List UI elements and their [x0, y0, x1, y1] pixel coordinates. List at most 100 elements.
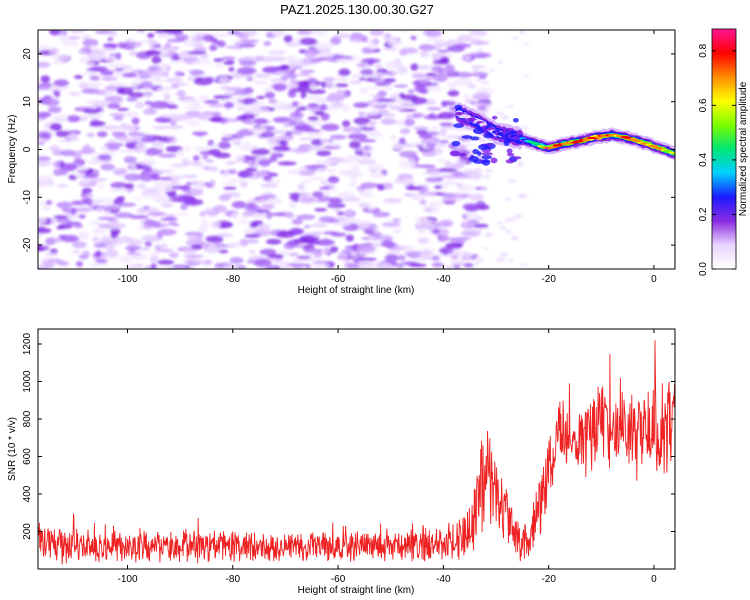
- spectrogram-cell: [396, 119, 405, 127]
- y-tick-label: 1200: [22, 332, 33, 355]
- spectrogram-cell: [328, 142, 342, 147]
- spectrogram-cell: [49, 123, 62, 131]
- spectrogram-cell: [54, 260, 67, 265]
- spectrogram-cell: [38, 182, 44, 189]
- spectrogram-cell: [52, 114, 68, 123]
- spectrogram-cell: [334, 221, 351, 227]
- spectrogram-cell: [392, 228, 403, 234]
- spectrogram-cell: [322, 159, 338, 163]
- spectrogram-cell: [157, 62, 170, 70]
- spectrogram-cell: [169, 180, 180, 184]
- spectrogram-cell: [119, 149, 137, 154]
- spectrogram-cell: [38, 263, 46, 269]
- spectrogram-cell: [103, 204, 122, 210]
- spectrogram-cell: [222, 61, 235, 65]
- spectrogram-cell: [199, 150, 218, 156]
- spectrogram-cell: [451, 194, 467, 200]
- spectrogram-cell: [100, 145, 109, 151]
- spectrogram-cell: [263, 175, 272, 182]
- spectrogram-cell: [408, 193, 422, 197]
- snr-panel: -100 -80 -60 -40 -20 0 200 400 600 800 1000 1200 H…: [7, 328, 676, 596]
- spectrogram-cell: [389, 134, 396, 141]
- spectrogram-cell: [327, 92, 346, 101]
- spectrogram-cell: [102, 165, 111, 170]
- spectrogram-cell: [95, 259, 108, 264]
- spectrogram-cell: [473, 176, 480, 180]
- spectrogram-cell: [231, 212, 239, 220]
- spectrogram-cell: [105, 144, 120, 151]
- spectrogram-cell: [170, 121, 177, 126]
- spectrogram-cell: [250, 148, 271, 156]
- spectrogram-cell: [107, 37, 114, 42]
- spectrogram-cell: [296, 255, 312, 260]
- spectrogram-cell: [93, 89, 107, 96]
- spectrogram-cell: [68, 92, 81, 96]
- spectrogram-cell: [436, 159, 450, 163]
- spectrogram-cell: [242, 141, 252, 146]
- spectrogram-cell: [81, 187, 93, 194]
- spectrogram-cell: [114, 72, 125, 77]
- spectrogram-cell: [196, 133, 204, 137]
- spectrogram-cell: [147, 107, 154, 111]
- spectrogram-cell: [283, 121, 291, 128]
- spectrogram-cell: [311, 262, 330, 269]
- spectrogram-cell: [89, 263, 109, 267]
- spectrogram-cell: [130, 164, 137, 172]
- spectrogram-cell: [259, 248, 277, 256]
- spectrogram-cell: [163, 30, 183, 34]
- spectrogram-cell: [82, 250, 91, 257]
- spectrogram-cell: [101, 76, 118, 82]
- spectrogram-cell: [420, 171, 431, 175]
- spectrogram-cell: [69, 30, 86, 34]
- spectrogram-cell: [359, 191, 374, 198]
- spectrogram-cell: [426, 142, 436, 148]
- spectrogram-cell: [92, 236, 100, 244]
- spectrogram-cell: [431, 52, 444, 59]
- spectrogram-cell: [499, 252, 509, 257]
- spectrogram-cell: [312, 191, 324, 198]
- spectrogram-cell: [121, 138, 136, 143]
- spectrogram-cell: [224, 101, 234, 109]
- spectrogram-cell: [248, 250, 256, 254]
- colorbar-tick-label: 0.8: [698, 43, 709, 57]
- spectrogram-cell: [451, 162, 463, 170]
- spectrogram-cell: [483, 247, 488, 250]
- spectrogram-cell: [473, 223, 489, 228]
- spectrogram-cell: [165, 228, 174, 235]
- spectrogram-cell: [263, 41, 272, 46]
- spectrogram-cell: [237, 171, 255, 178]
- spectrogram-cell: [110, 181, 128, 189]
- spectrogram-cell: [66, 115, 81, 123]
- spectrogram-cell: [480, 81, 491, 85]
- spectrogram-cell: [501, 115, 510, 120]
- spectrogram-cell: [453, 264, 460, 269]
- spectrogram-cell: [183, 146, 192, 152]
- spectrogram-cell: [332, 78, 348, 82]
- spectrogram-cell: [160, 53, 175, 58]
- spectrogram-cell: [209, 220, 221, 229]
- spectrogram-cell: [78, 81, 89, 90]
- spectrogram-cell: [419, 79, 430, 84]
- spectrogram-cell: [161, 203, 174, 208]
- spectrogram-cell: [399, 150, 418, 158]
- spectrogram-cell: [114, 68, 124, 72]
- spectrogram-cell: [177, 149, 184, 157]
- spectrogram-cell: [96, 131, 108, 138]
- spectrogram-cell: [244, 233, 261, 238]
- spectrogram-cell: [511, 235, 519, 241]
- signal-cell: [458, 153, 467, 157]
- spectrogram-cell: [369, 30, 385, 36]
- spectrogram-cell: [336, 89, 346, 94]
- spectrogram-cell: [131, 134, 142, 142]
- spectrogram-cell: [73, 224, 84, 229]
- spectrogram-cell: [140, 193, 157, 199]
- spectrogram-cell: [315, 239, 335, 246]
- spectrogram-cell: [158, 153, 177, 158]
- signal-cell: [473, 123, 480, 127]
- spectrogram-cell: [272, 145, 291, 152]
- spectrogram-cell: [425, 72, 437, 77]
- spectrogram-cell: [125, 252, 142, 256]
- spectrogram-cell: [329, 134, 347, 140]
- spectrogram-cell: [144, 101, 152, 105]
- spectrogram-cell: [272, 83, 287, 92]
